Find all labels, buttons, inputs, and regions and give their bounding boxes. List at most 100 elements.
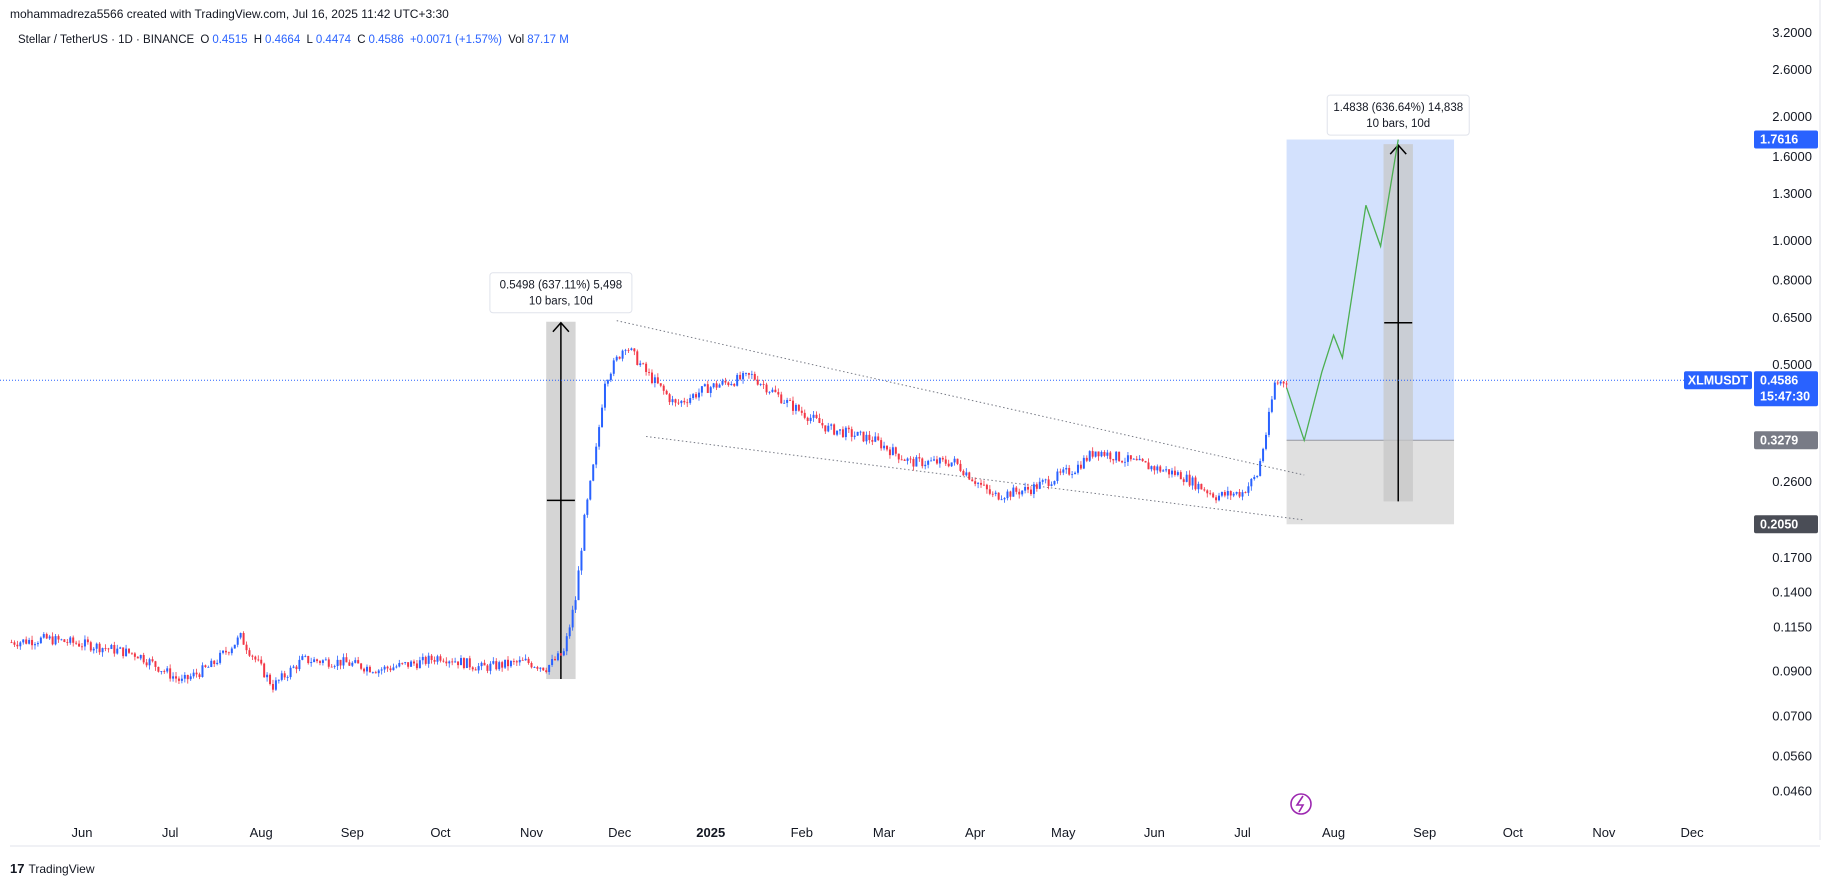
- candle-body: [1029, 489, 1032, 495]
- flash-icon[interactable]: [1290, 793, 1312, 815]
- candle-body: [148, 659, 151, 666]
- candle-body: [1229, 491, 1232, 496]
- candle-body: [847, 427, 850, 430]
- candle-body: [133, 653, 136, 657]
- candle-body: [198, 674, 201, 677]
- candle-body: [982, 484, 985, 486]
- candle-body: [1159, 466, 1162, 472]
- candle-body: [498, 662, 501, 670]
- candle-body: [407, 662, 410, 667]
- price-tick-label: 0.0900: [1772, 664, 1812, 679]
- candle-body: [495, 661, 498, 670]
- candle-body: [603, 383, 606, 408]
- candle-body: [1018, 491, 1021, 495]
- candle-body: [1238, 491, 1241, 497]
- candle-body: [1256, 475, 1259, 477]
- candle-body: [1112, 459, 1115, 461]
- candle-body: [636, 351, 639, 365]
- candle-body: [836, 430, 839, 435]
- candle-body: [786, 399, 789, 403]
- tradingview-logo-icon: 17: [10, 861, 25, 876]
- candle-body: [1079, 464, 1082, 469]
- candle-body: [509, 661, 512, 667]
- candle-body: [1003, 498, 1006, 500]
- price-axis[interactable]: 3.2000 2.6000 2.0000 1.6000 1.3000 1.0000 0.80…: [1772, 0, 1821, 840]
- candle-body: [1285, 383, 1288, 385]
- candle-body: [63, 639, 66, 642]
- candle-body: [292, 666, 295, 668]
- candle-body: [1047, 479, 1050, 486]
- candle-body: [1006, 491, 1009, 499]
- candle-body: [1270, 399, 1273, 412]
- time-axis[interactable]: Jun Jul Aug Sep Oct Nov Dec 2025 Feb Mar Apr May Jun…: [10, 825, 1820, 847]
- candle-body: [33, 644, 36, 646]
- candle-body: [824, 425, 827, 432]
- price-tick-label: 3.2000: [1772, 25, 1812, 40]
- candle-body: [991, 493, 994, 495]
- time-tick-label: Sep: [1413, 825, 1436, 840]
- candle-body: [794, 404, 797, 411]
- candle-body: [351, 662, 354, 666]
- candle-body: [448, 661, 451, 664]
- candle-body: [583, 514, 586, 551]
- candle-body: [1247, 486, 1250, 493]
- price-tick-label: 0.0460: [1772, 784, 1812, 799]
- candle-body: [606, 380, 609, 384]
- symbol-tag-bg: [1684, 371, 1752, 390]
- candle-body: [1153, 466, 1156, 471]
- candle-body: [371, 672, 374, 674]
- candle-body: [154, 661, 157, 667]
- candle-body: [251, 655, 254, 657]
- candle-body: [1279, 381, 1282, 384]
- candle-body: [821, 422, 824, 426]
- candle-body: [686, 402, 689, 404]
- trend-lines: [0, 320, 1752, 521]
- candle-body: [803, 412, 806, 418]
- time-tick-label: Aug: [1322, 825, 1345, 840]
- candle-body: [648, 372, 651, 373]
- candle-body: [316, 659, 319, 662]
- candle-body: [912, 458, 915, 467]
- candle-body: [521, 659, 524, 661]
- candle-body: [739, 374, 742, 380]
- candle-body: [157, 666, 160, 672]
- candle-body: [1009, 491, 1012, 497]
- price-tick-label: 2.6000: [1772, 62, 1812, 77]
- symbol-tag-text: XLMUSDT: [1688, 373, 1749, 387]
- candle-body: [436, 656, 439, 662]
- candle-body: [1220, 492, 1223, 496]
- candle-body: [1282, 381, 1285, 384]
- candle-body: [1168, 469, 1171, 475]
- candle-body: [695, 394, 698, 398]
- candle-body: [656, 377, 659, 384]
- time-tick-label: Dec: [1680, 825, 1704, 840]
- symbol-legend[interactable]: Stellar / TetherUS · 1D · BINANCE O 0.451…: [18, 34, 572, 46]
- candle-body: [418, 660, 421, 669]
- candle-body: [151, 659, 154, 662]
- candle-body: [445, 661, 448, 664]
- candle-body: [45, 634, 48, 639]
- candle-body: [1091, 451, 1094, 457]
- candle-body: [160, 671, 163, 672]
- candle-body: [368, 666, 371, 673]
- candle-body: [504, 659, 507, 668]
- candle-body: [888, 449, 891, 456]
- candle-body: [60, 639, 63, 641]
- candle-body: [360, 663, 363, 669]
- candle-body: [327, 659, 330, 667]
- candle-body: [1076, 464, 1079, 473]
- candle-body: [586, 499, 589, 515]
- footer[interactable]: 17 TradingView: [10, 861, 95, 876]
- candle-body: [330, 666, 333, 668]
- candle-body: [806, 417, 809, 421]
- candle-body: [765, 384, 768, 393]
- flash-icon-bolt: [1295, 795, 1305, 813]
- candle-body: [501, 662, 504, 668]
- candle-body: [1100, 451, 1103, 457]
- candle-body: [1088, 451, 1091, 461]
- candle-body: [645, 363, 648, 373]
- candle-body: [1138, 458, 1141, 461]
- candle-body: [706, 384, 709, 393]
- candle-body: [318, 661, 321, 663]
